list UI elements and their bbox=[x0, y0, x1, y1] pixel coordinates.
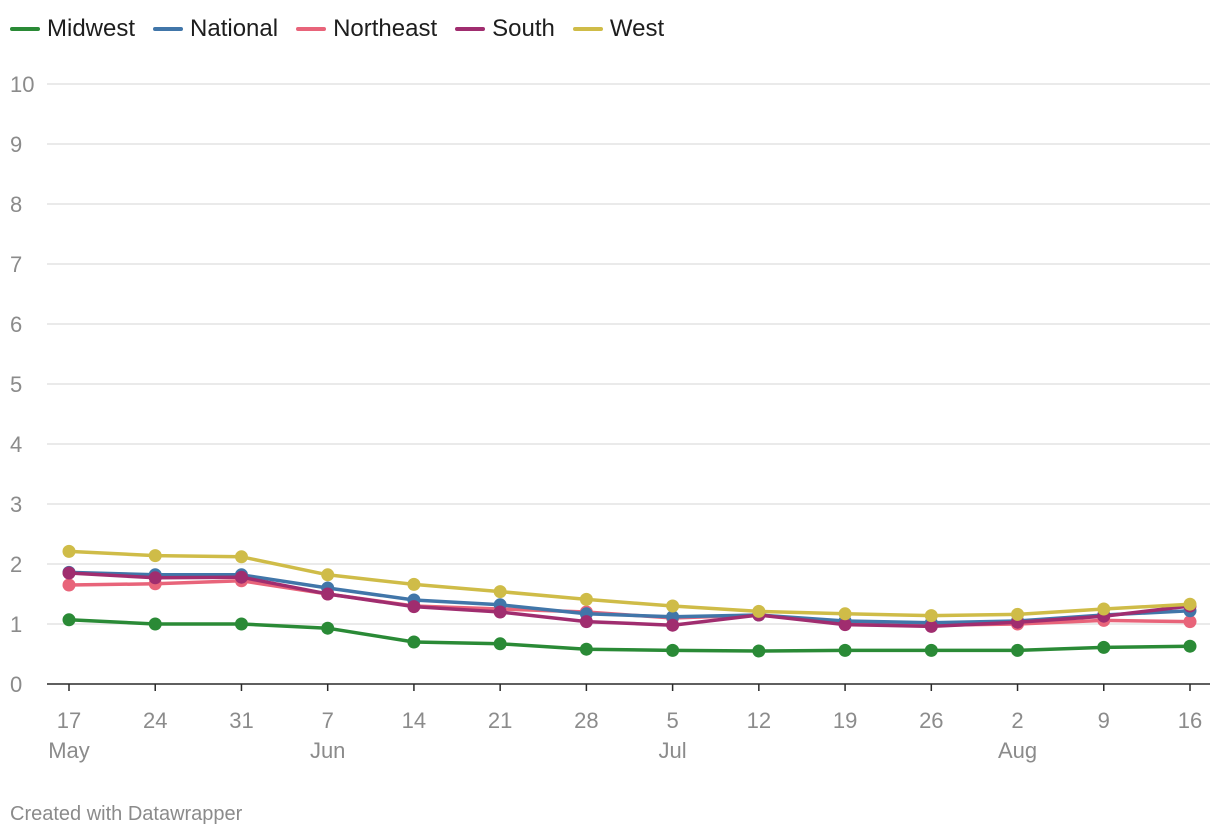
data-point-south bbox=[493, 605, 507, 619]
data-point-south bbox=[62, 566, 76, 580]
x-tick-label: 26 bbox=[919, 708, 943, 733]
x-month-label: Jun bbox=[310, 738, 345, 763]
data-point-midwest bbox=[579, 642, 593, 656]
data-point-west bbox=[1097, 602, 1111, 616]
x-tick-label: 24 bbox=[143, 708, 167, 733]
data-point-west bbox=[1011, 607, 1025, 621]
x-month-label: May bbox=[48, 738, 90, 763]
series-line-midwest bbox=[67, 618, 1192, 653]
data-point-midwest bbox=[1183, 639, 1197, 653]
series-west bbox=[62, 544, 1197, 623]
data-point-south bbox=[579, 615, 593, 629]
data-point-south bbox=[924, 619, 938, 633]
y-tick-label: 10 bbox=[10, 72, 34, 97]
x-tick-label: 2 bbox=[1011, 708, 1023, 733]
x-tick-label: 17 bbox=[57, 708, 81, 733]
series-line-south bbox=[67, 571, 1192, 629]
data-point-midwest bbox=[752, 644, 766, 658]
legend-item-national: National bbox=[153, 14, 278, 44]
data-point-west bbox=[234, 550, 248, 564]
x-tick-label: 12 bbox=[747, 708, 771, 733]
data-point-south bbox=[666, 618, 680, 632]
x-tick-label: 7 bbox=[322, 708, 334, 733]
data-point-northeast bbox=[62, 578, 76, 592]
y-tick-label: 3 bbox=[10, 492, 22, 517]
chart-legend: Midwest National Northeast South West bbox=[10, 14, 664, 44]
series-national bbox=[62, 565, 1197, 630]
x-month-label: Aug bbox=[998, 738, 1037, 763]
series-south bbox=[62, 566, 1197, 633]
data-point-midwest bbox=[838, 643, 852, 657]
data-point-west bbox=[407, 577, 421, 591]
legend-label-national: National bbox=[190, 15, 279, 42]
legend-swatch-national bbox=[153, 27, 184, 31]
legend-swatch-west bbox=[572, 27, 603, 31]
data-point-midwest bbox=[924, 643, 938, 657]
data-point-midwest bbox=[1097, 640, 1111, 654]
legend-swatch-south bbox=[455, 27, 486, 31]
data-point-midwest bbox=[62, 613, 76, 627]
data-point-midwest bbox=[1011, 643, 1025, 657]
x-tick-label: 28 bbox=[574, 708, 598, 733]
data-point-midwest bbox=[493, 637, 507, 651]
data-point-west bbox=[321, 568, 335, 582]
legend-label-west: West bbox=[609, 15, 665, 42]
data-point-south bbox=[407, 600, 421, 614]
data-point-west bbox=[62, 544, 76, 558]
data-point-west bbox=[579, 592, 593, 606]
y-tick-label: 6 bbox=[10, 312, 22, 337]
data-point-northeast bbox=[1183, 615, 1197, 629]
data-point-south bbox=[321, 587, 335, 601]
x-tick-label: 14 bbox=[402, 708, 426, 733]
x-tick-label: 9 bbox=[1098, 708, 1110, 733]
y-tick-label: 1 bbox=[10, 612, 22, 637]
data-point-west bbox=[493, 585, 507, 599]
y-tick-label: 9 bbox=[10, 132, 22, 157]
x-tick-label: 5 bbox=[666, 708, 678, 733]
y-tick-label: 2 bbox=[10, 552, 22, 577]
legend-item-south: South bbox=[455, 14, 555, 44]
legend-label-south: South bbox=[492, 15, 555, 42]
legend-label-northeast: Northeast bbox=[333, 15, 438, 42]
x-month-label: Jul bbox=[659, 738, 687, 763]
data-point-midwest bbox=[148, 617, 162, 631]
y-tick-label: 8 bbox=[10, 192, 22, 217]
data-point-midwest bbox=[321, 621, 335, 635]
data-point-west bbox=[148, 549, 162, 563]
series-midwest bbox=[62, 613, 1197, 658]
data-point-west bbox=[666, 599, 680, 613]
series-line-west bbox=[67, 549, 1192, 618]
data-point-south bbox=[148, 571, 162, 585]
y-tick-label: 5 bbox=[10, 372, 22, 397]
x-tick-label: 21 bbox=[488, 708, 512, 733]
legend-item-west: West bbox=[572, 14, 665, 44]
data-point-west bbox=[752, 604, 766, 618]
legend-item-northeast: Northeast bbox=[296, 14, 437, 44]
legend-item-midwest: Midwest bbox=[10, 14, 135, 44]
data-point-south bbox=[234, 570, 248, 584]
data-point-south bbox=[838, 618, 852, 632]
x-tick-label: 19 bbox=[833, 708, 857, 733]
y-tick-label: 4 bbox=[10, 432, 22, 457]
data-point-midwest bbox=[666, 643, 680, 657]
footer-credit: Created with Datawrapper bbox=[10, 803, 243, 825]
legend-swatch-northeast bbox=[296, 27, 327, 31]
y-tick-label: 7 bbox=[10, 252, 22, 277]
data-point-midwest bbox=[407, 635, 421, 649]
data-point-midwest bbox=[234, 617, 248, 631]
x-tick-label: 16 bbox=[1178, 708, 1202, 733]
data-point-west bbox=[924, 609, 938, 623]
y-tick-label: 0 bbox=[10, 672, 22, 697]
legend-swatch-midwest bbox=[10, 27, 40, 31]
data-point-west bbox=[1183, 597, 1197, 611]
data-point-west bbox=[838, 607, 852, 621]
x-tick-label: 31 bbox=[229, 708, 253, 733]
legend-label-midwest: Midwest bbox=[47, 15, 136, 42]
